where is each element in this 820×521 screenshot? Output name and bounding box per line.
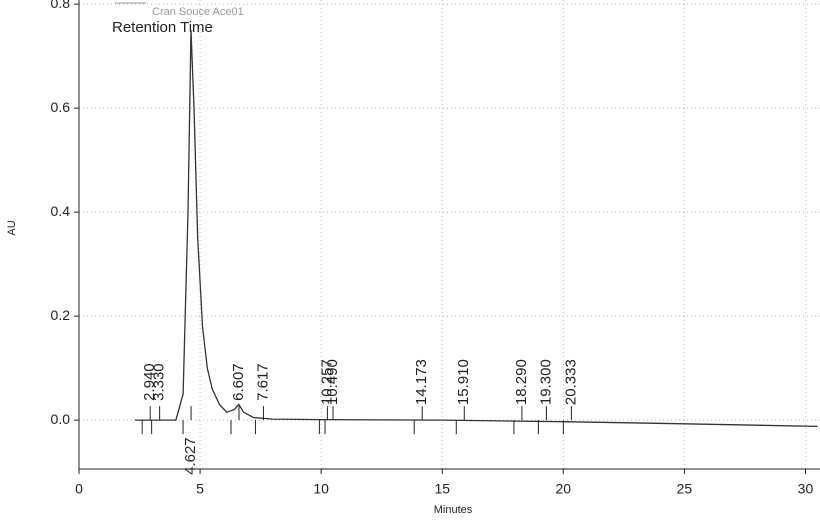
x-tick-label: 30	[798, 481, 814, 497]
y-axis-label: AU	[6, 220, 18, 235]
x-axis-label: Minutes	[434, 504, 473, 516]
y-tick-label: 0.4	[51, 203, 71, 219]
peak-label: 10.490	[324, 359, 341, 405]
peak-label: 19.300	[537, 359, 554, 405]
y-tick-label: 0.0	[51, 411, 71, 427]
y-tick-label: 0.2	[51, 307, 71, 323]
peak-label: 7.617	[254, 363, 271, 401]
x-tick-label: 10	[313, 481, 329, 497]
peak-label: 4.627	[182, 437, 199, 475]
peak-label: 14.173	[413, 359, 430, 405]
y-tick-label: 0.6	[51, 99, 71, 115]
peak-label: 3.330	[151, 363, 168, 401]
peak-label: 10.257	[318, 359, 335, 405]
peak-label: 6.607	[230, 363, 247, 401]
peak-label: 18.290	[513, 359, 530, 405]
x-tick-label: 25	[677, 481, 693, 497]
x-tick-label: 15	[434, 481, 450, 497]
y-tick-label: 0.8	[51, 0, 71, 11]
x-tick-label: 20	[556, 481, 572, 497]
legend-label: Cran Souce Ace01	[152, 6, 244, 18]
x-tick-label: 5	[196, 481, 204, 497]
annotation: Retention Time	[112, 19, 213, 36]
peak-label: 20.333	[562, 359, 579, 405]
peak-label: 2.940	[141, 363, 158, 401]
trace	[134, 30, 818, 428]
x-tick-label: 0	[75, 481, 83, 497]
peak-label: 15.910	[455, 359, 472, 405]
